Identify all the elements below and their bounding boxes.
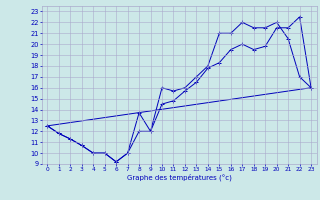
X-axis label: Graphe des températures (°c): Graphe des températures (°c) [127, 174, 232, 181]
